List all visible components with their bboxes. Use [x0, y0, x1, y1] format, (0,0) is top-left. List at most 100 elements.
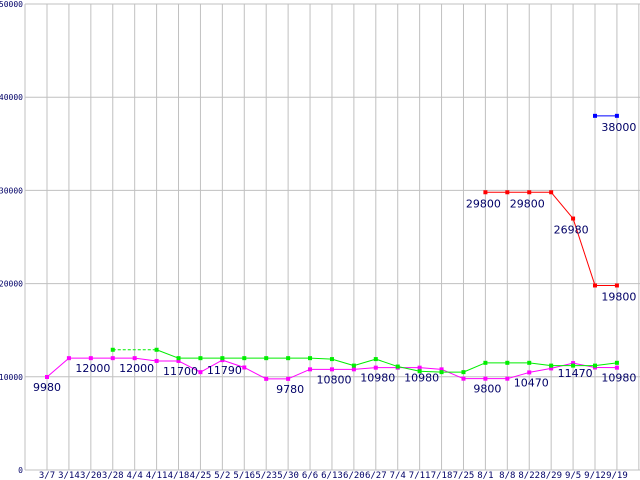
data-label: 38000 [601, 121, 636, 134]
series-red-point [505, 190, 510, 195]
x-tick-label: 4/4 [127, 471, 143, 480]
series-green-point [286, 356, 291, 361]
x-tick-label: 6/6 [302, 471, 318, 480]
x-tick-label: 3/28 [102, 471, 124, 480]
y-tick-label: 50000 [0, 0, 23, 9]
series-magenta-point [110, 356, 115, 361]
series-green-point [308, 356, 313, 361]
series-blue-point [614, 113, 619, 118]
series-green-segment [529, 362, 552, 367]
series-green-point [220, 356, 225, 361]
data-label: 11790 [207, 364, 242, 377]
series-magenta-segment [441, 368, 464, 380]
series-green-point [417, 369, 422, 374]
y-tick-label: 30000 [0, 186, 23, 195]
series-green-point [198, 356, 203, 361]
data-label: 10980 [360, 372, 395, 385]
x-tick-label: 6/27 [365, 471, 387, 480]
data-label: 29800 [466, 197, 501, 210]
y-tick-label: 10000 [0, 373, 23, 382]
series-magenta-point [45, 374, 49, 379]
series-green-point [483, 360, 488, 365]
series-green-point [154, 347, 159, 352]
series-red-point [483, 190, 488, 195]
series-red-point [527, 190, 532, 195]
data-label: 9780 [276, 383, 304, 396]
x-tick-label: 8/8 [499, 471, 515, 480]
x-tick-label: 9/5 [565, 471, 581, 480]
x-tick-label: 5/2 [214, 471, 230, 480]
series-magenta-point [571, 361, 576, 366]
series-green-point [593, 363, 597, 368]
series-green-segment [594, 362, 617, 367]
series-magenta-segment [244, 367, 267, 380]
x-tick-label: 7/4 [390, 471, 406, 480]
x-tick-label: 5/16 [233, 471, 255, 480]
series-magenta-point [373, 365, 378, 370]
x-tick-label: 3/14 [58, 471, 80, 480]
series-magenta-point [417, 365, 422, 370]
series-magenta-point [242, 365, 247, 370]
data-label: 11470 [558, 367, 593, 380]
data-label: 9980 [33, 381, 61, 394]
y-tick-label: 40000 [0, 93, 23, 102]
data-label: 10980 [404, 372, 439, 385]
x-tick-label: 3/7 [39, 471, 55, 480]
x-tick-label: 4/11 [146, 471, 168, 480]
series-magenta-segment [529, 367, 552, 373]
x-tick-label: 8/22 [518, 471, 540, 480]
x-tick-label: 9/19 [606, 471, 628, 480]
series-magenta-point [88, 356, 93, 361]
series-magenta-point [614, 365, 619, 370]
series-red-segment [572, 218, 596, 286]
series-green-segment [397, 366, 420, 372]
series-green-point [373, 357, 378, 362]
series-green-point [505, 360, 510, 365]
series-magenta-point [549, 366, 554, 371]
series-magenta-point [527, 370, 532, 375]
series-magenta-point [176, 358, 181, 363]
series-magenta-point [439, 367, 444, 372]
series-magenta-segment [134, 357, 157, 362]
data-label: 10470 [514, 376, 549, 389]
series-magenta-point [308, 367, 313, 372]
data-label: 11700 [163, 365, 198, 378]
series-red-point [549, 190, 554, 195]
series-green-point [439, 370, 444, 375]
series-green-point [571, 363, 576, 368]
data-label: 12000 [119, 362, 154, 375]
series-green-segment [310, 357, 332, 360]
data-label: 29800 [510, 197, 545, 210]
series-magenta-segment [419, 367, 442, 370]
data-label: 19800 [601, 290, 636, 303]
series-magenta-point [132, 356, 137, 361]
data-label: 26980 [554, 224, 589, 237]
series-green-point [176, 356, 181, 361]
series-green-segment [419, 370, 442, 373]
series-magenta-segment [200, 359, 223, 373]
x-tick-label: 8/1 [477, 471, 493, 480]
series-green-segment [353, 358, 376, 367]
series-green-point [110, 347, 115, 352]
x-tick-label: 9/12 [584, 471, 606, 480]
y-tick-label: 0 [18, 466, 23, 475]
series-magenta-point [329, 367, 334, 372]
series-magenta-segment [287, 368, 311, 380]
series-green-segment [331, 358, 355, 367]
series-magenta-point [483, 376, 488, 381]
series-red-point [593, 283, 597, 288]
series-green-point [395, 364, 400, 369]
series-magenta-point [154, 358, 159, 363]
data-label: 10800 [316, 373, 351, 386]
series-blue-point [593, 113, 597, 118]
series-magenta-point [286, 376, 291, 381]
series-magenta-point [264, 376, 269, 381]
series-magenta-point [198, 370, 203, 375]
series-green-point [549, 363, 554, 368]
series-magenta-point [66, 356, 71, 361]
data-label: 9800 [473, 383, 501, 396]
series-green-segment [156, 349, 179, 359]
series-green-point [329, 357, 334, 362]
x-tick-label: 4/18 [168, 471, 190, 480]
